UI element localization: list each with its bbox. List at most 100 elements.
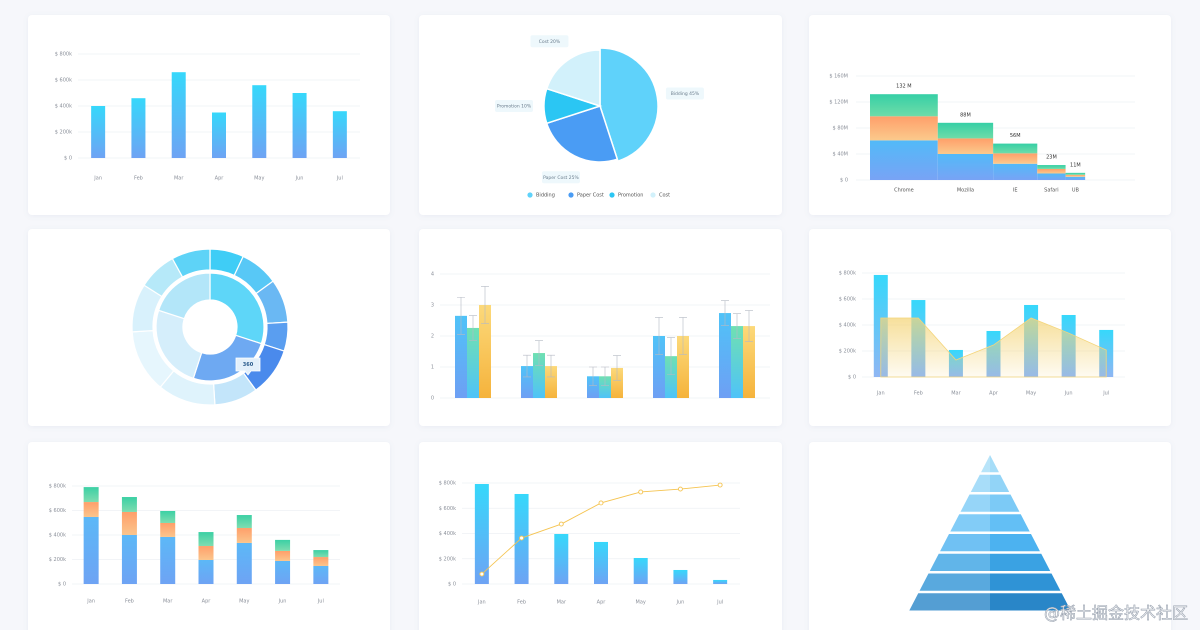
bar [236,515,252,529]
bar [252,85,267,158]
y-tick-label: $ 600k [439,506,456,512]
y-tick-label: 1 [431,365,434,371]
x-tick-label: Jul [716,600,723,606]
y-tick-label: $ 200k [839,349,856,355]
bar [1065,174,1086,177]
error-bar [547,354,555,378]
label-box [665,87,704,100]
y-tick-label: $ 160M [829,74,848,80]
bar [275,560,291,584]
x-tick-label: Jan [876,391,885,397]
error-bar [481,286,489,324]
pyramid-layer-left [940,534,990,552]
x-tick-label: May [239,599,249,605]
error-bar [667,337,675,376]
bar [554,534,569,584]
x-tick-label: Feb [517,600,526,606]
bar [587,376,599,398]
x-tick-label: Jan [86,599,95,605]
y-tick-label: $ 0 [58,582,66,588]
bar [653,336,665,398]
legend-swatch [609,192,615,198]
label-box [530,35,569,48]
bar [731,326,743,398]
x-tick-label: Feb [914,391,923,397]
bar [198,532,214,547]
error-bar [589,366,597,386]
bar [1037,173,1066,180]
y-tick-label: $ 800k [55,52,72,58]
bar [937,138,994,154]
line-marker [598,500,604,506]
bar [870,140,938,180]
bar [83,516,99,584]
sunburst-segment [171,248,211,278]
bar [665,356,677,398]
bar [236,528,252,543]
bar [313,550,329,558]
y-tick-label: $ 0 [448,582,456,588]
watermark: @稀土掘金技术社区 [1044,604,1188,623]
y-tick-label: $ 600k [839,297,856,303]
bar [160,536,176,584]
error-bar [457,296,465,335]
charts: $ 0 $ 200k $ 400k $ 600k $ 800k Jan Feb Mar Apr M… [49,35,1135,611]
x-tick-label: Mar [174,176,184,182]
pie-slice [545,49,601,108]
pyramid-layer-right [990,514,1030,532]
y-tick-label: 2 [431,334,434,340]
bar [937,122,994,139]
data-label: Bidding 45% [671,91,700,97]
bar [594,541,608,584]
bar [713,579,728,584]
bar [870,116,938,141]
line-marker [479,571,485,577]
x-tick-label: May [1026,391,1036,397]
x-tick-label: Jun [676,600,685,606]
bar [993,143,1038,154]
bar [599,376,611,398]
bar [521,366,533,398]
error-bar [523,354,531,378]
pyramid-layer-right [990,534,1040,552]
data-label: Cost 20% [539,39,561,45]
bar [121,535,137,584]
bar [479,305,491,398]
pyramid-layer-left [929,553,990,571]
x-tick-label: Jun [295,176,304,182]
y-tick-label: 4 [431,272,434,278]
bar [870,94,938,117]
pyramid-layer-right [990,494,1020,512]
x-tick-label: Safari [1044,188,1059,194]
bar [236,542,252,584]
bar [83,502,99,517]
y-tick-label: $ 800k [439,481,456,487]
x-tick-label: Jan [93,176,102,182]
bar [677,336,689,398]
total-label: 88M [960,112,971,118]
label-box [495,100,533,112]
legend-label: Promotion [618,193,643,199]
y-tick-label: $ 800k [839,271,856,277]
x-tick-label: Mar [163,599,173,605]
pyramid-layer-left [909,593,990,611]
error-bar [469,315,477,341]
error-bar [601,366,609,386]
bar [743,326,755,398]
pyramid-layer-right [990,474,1010,492]
y-tick-label: $ 600k [49,508,66,514]
bar [131,98,146,158]
x-tick-label: Chrome [894,188,914,194]
bar [719,313,731,398]
pyramid-layer-left [919,573,990,591]
x-tick-label: Apr [202,599,212,605]
bar [993,153,1038,164]
bar [83,487,99,503]
x-tick-label: Jul [317,599,324,605]
error-bar [613,355,621,381]
pyramid-layer-right [990,573,1061,591]
bar [292,93,307,158]
pyramid-layer-left [950,514,990,532]
error-bar [679,317,687,355]
